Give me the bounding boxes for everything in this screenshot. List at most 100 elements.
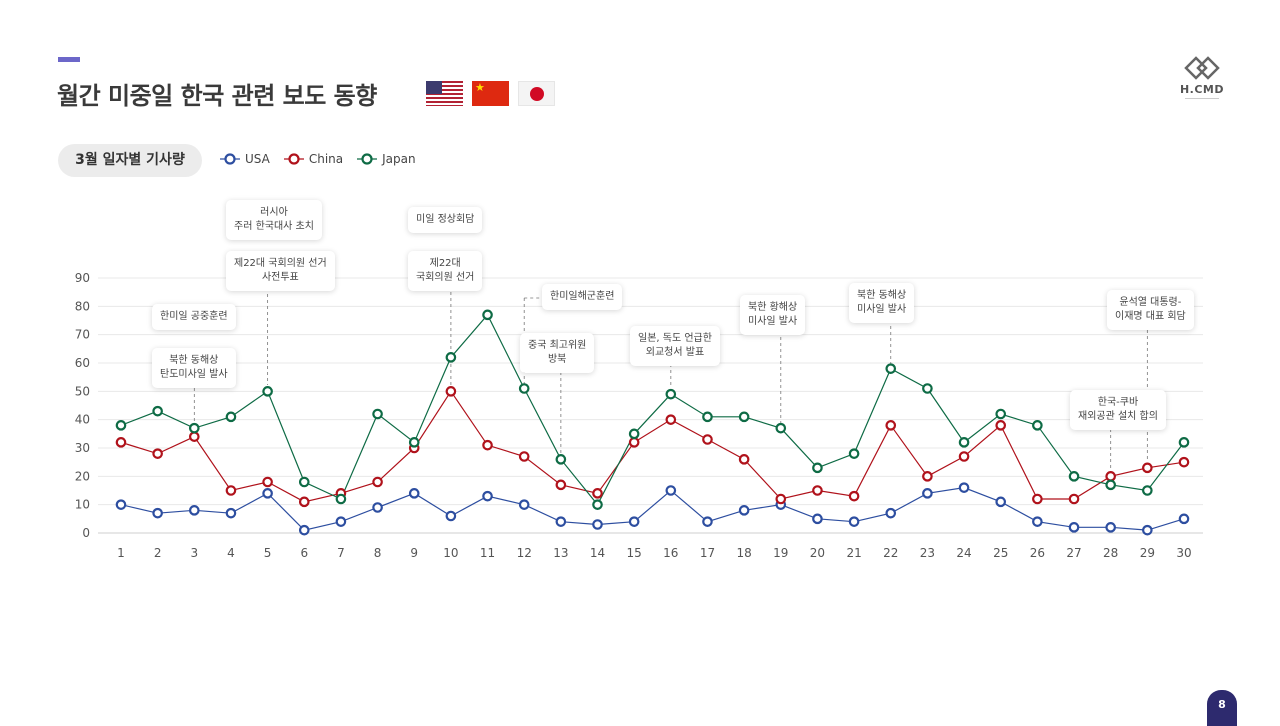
- legend-marker-usa: [220, 153, 240, 165]
- annotation-callout: 북한 동해상 탄도미사일 발사: [152, 348, 236, 388]
- x-tick-label: 21: [846, 546, 861, 560]
- data-point-japan: [1032, 420, 1043, 431]
- logo-underline: [1185, 98, 1219, 99]
- japan-flag-icon: [518, 81, 555, 106]
- data-point-china: [482, 439, 493, 451]
- chart-legend: USA China Japan: [220, 152, 416, 166]
- annotation-callout: 미일 정상회담: [408, 207, 483, 233]
- data-point-china: [628, 437, 640, 448]
- data-point-usa: [812, 513, 823, 525]
- x-tick-label: 28: [1103, 546, 1118, 560]
- x-tick-label: 11: [480, 546, 495, 560]
- x-tick-label: 23: [920, 546, 935, 560]
- legend-label-japan: Japan: [382, 152, 416, 166]
- data-point-usa: [152, 507, 163, 519]
- data-point-usa: [922, 488, 933, 499]
- data-point-china: [592, 488, 603, 499]
- data-point-china: [738, 454, 750, 465]
- x-tick-label: 10: [443, 546, 458, 560]
- data-point-usa: [298, 524, 310, 536]
- data-point-japan: [592, 499, 603, 510]
- data-point-japan: [298, 476, 310, 488]
- data-point-china: [922, 471, 933, 482]
- x-tick-label: 19: [773, 546, 788, 560]
- data-point-china: [225, 485, 237, 496]
- x-tick-label: 15: [627, 546, 642, 560]
- y-tick-label: 60: [75, 356, 90, 370]
- data-point-china: [665, 414, 677, 425]
- page-number: 8: [1207, 690, 1237, 726]
- legend-label-usa: USA: [245, 152, 270, 166]
- annotation-callout: 중국 최고위원 방북: [520, 333, 595, 373]
- x-tick-label: 24: [956, 546, 971, 560]
- data-point-japan: [225, 411, 237, 423]
- data-point-usa: [702, 516, 713, 527]
- x-tick-label: 8: [374, 546, 382, 560]
- data-point-china: [885, 420, 897, 431]
- legend-item-usa: USA: [220, 152, 270, 166]
- annotation-callout: 일본, 독도 언급한 외교청서 발표: [630, 326, 720, 366]
- data-point-japan: [775, 422, 787, 434]
- data-point-japan: [702, 411, 713, 423]
- x-tick-label: 26: [1030, 546, 1045, 560]
- data-point-china: [995, 420, 1007, 431]
- data-point-japan: [1068, 471, 1080, 482]
- data-point-japan: [628, 428, 640, 440]
- annotation-callout: 제22대 국회의원 선거 사전투표: [226, 251, 335, 291]
- data-point-japan: [152, 405, 163, 417]
- data-point-japan: [848, 448, 860, 459]
- x-tick-label: 22: [883, 546, 898, 560]
- data-point-japan: [482, 309, 493, 321]
- annotation-callout: 한국-쿠바 재외공관 설치 합의: [1070, 390, 1166, 430]
- data-point-usa: [885, 507, 897, 519]
- y-tick-label: 30: [75, 441, 90, 455]
- x-tick-label: 4: [227, 546, 235, 560]
- x-tick-label: 20: [810, 546, 825, 560]
- annotation-callout: 제22대 국회의원 선거: [408, 251, 483, 291]
- data-point-japan: [958, 437, 970, 448]
- data-point-usa: [482, 490, 493, 502]
- y-tick-label: 10: [75, 498, 90, 512]
- data-point-usa: [372, 502, 383, 513]
- series-line-japan: [120, 313, 1185, 506]
- data-point-usa: [665, 485, 677, 496]
- data-point-china: [518, 451, 530, 462]
- data-point-usa: [1105, 522, 1116, 533]
- data-point-usa: [1178, 513, 1190, 525]
- x-tick-label: 27: [1066, 546, 1081, 560]
- data-point-china: [1142, 462, 1153, 474]
- data-point-japan: [445, 352, 457, 363]
- title-accent-bar: [58, 57, 80, 62]
- data-point-usa: [628, 516, 640, 527]
- x-tick-label: 1: [117, 546, 125, 560]
- legend-item-japan: Japan: [357, 152, 416, 166]
- x-tick-label: 30: [1176, 546, 1191, 560]
- chart-title-pill: 3월 일자별 기사량: [58, 144, 202, 177]
- x-tick-label: 9: [410, 546, 418, 560]
- data-point-japan: [408, 437, 420, 448]
- data-point-japan: [1178, 437, 1190, 448]
- data-point-china: [152, 448, 163, 459]
- data-point-japan: [262, 386, 273, 397]
- data-point-china: [372, 476, 383, 488]
- data-point-usa: [518, 499, 530, 510]
- logo-mark-icon: [1184, 56, 1220, 80]
- x-tick-label: 13: [553, 546, 568, 560]
- x-tick-label: 25: [993, 546, 1008, 560]
- data-point-china: [702, 434, 713, 445]
- data-point-china: [262, 476, 273, 488]
- data-point-usa: [738, 505, 750, 516]
- data-point-japan: [335, 493, 347, 505]
- data-point-usa: [958, 482, 970, 493]
- data-point-usa: [1068, 522, 1080, 533]
- data-point-japan: [372, 408, 383, 420]
- data-point-china: [775, 493, 787, 505]
- annotation-callout: 북한 황해상 미사일 발사: [740, 295, 806, 335]
- data-point-usa: [225, 507, 237, 519]
- data-point-usa: [408, 488, 420, 499]
- y-tick-label: 80: [75, 299, 90, 313]
- x-tick-label: 17: [700, 546, 715, 560]
- x-tick-label: 6: [300, 546, 308, 560]
- y-tick-label: 0: [82, 526, 90, 540]
- page-title: 월간 미중일 한국 관련 보도 동향: [57, 82, 377, 110]
